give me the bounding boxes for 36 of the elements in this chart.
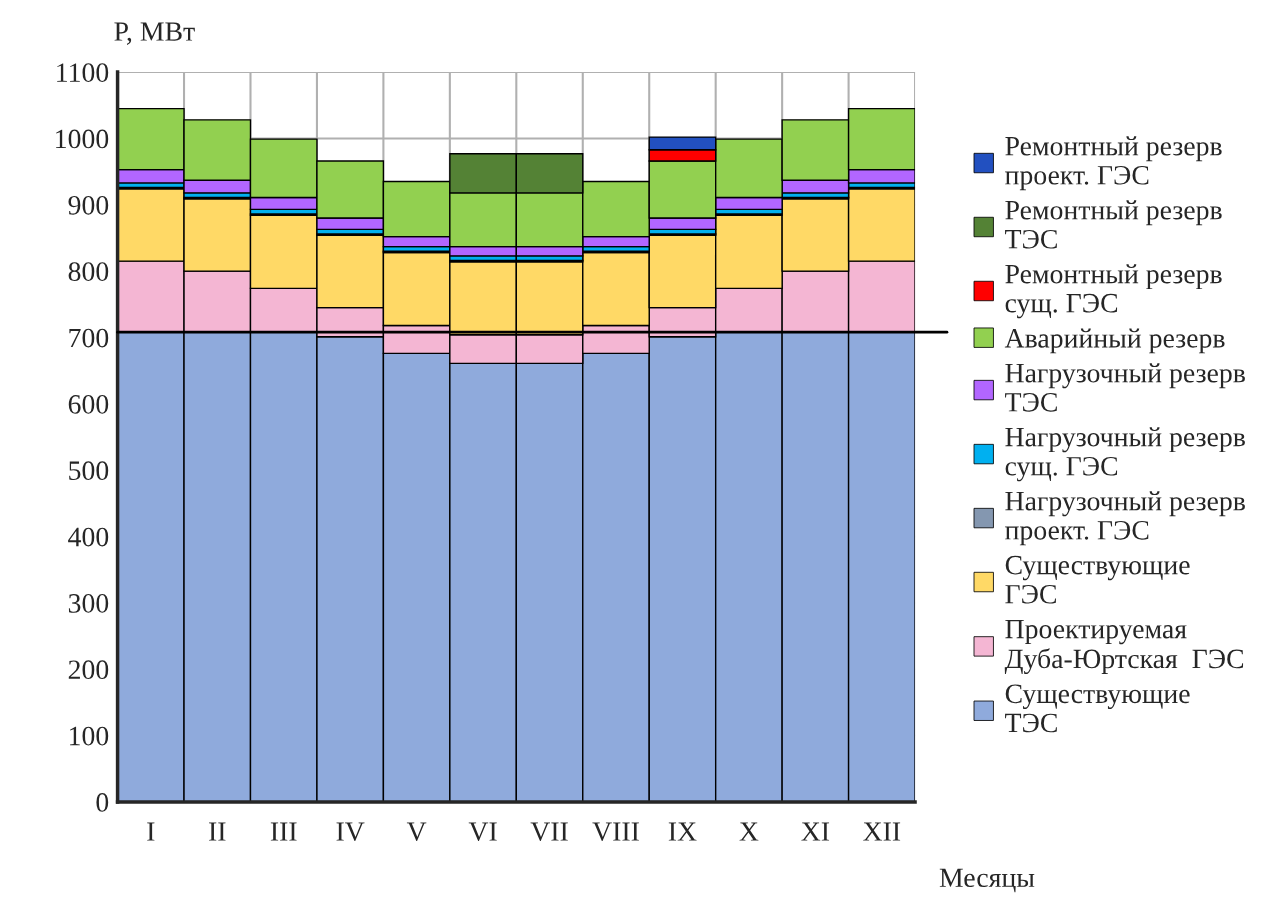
legend-label: Ремонтный резерв сущ. ГЭС — [1005, 264, 1222, 319]
legend-label: Существующие ТЭС — [1005, 684, 1190, 733]
y-tick-label: 700 — [69, 328, 109, 348]
x-tick-label: XII — [863, 822, 901, 841]
y-tick-label: 300 — [68, 594, 109, 613]
x-tick-label: II — [209, 822, 226, 841]
legend-label: Ремонтный резерв ТЭС — [1005, 200, 1222, 249]
x-tick-label: IV — [336, 822, 365, 842]
y-tick-label: 900 — [68, 195, 109, 215]
legend-label: Аварийный резерв — [1004, 328, 1225, 354]
x-tick-label: VII — [530, 822, 568, 842]
legend-label: Нагрузочный резерв сущ. ГЭС — [1005, 427, 1245, 482]
x-tick-label: VI — [468, 822, 497, 842]
x-tick-label: VIII — [592, 822, 639, 842]
x-tick-label: V — [406, 822, 427, 842]
x-tick-label: IX — [668, 822, 697, 841]
x-tick-label: XI — [801, 822, 830, 841]
y-tick-label: 1100 — [57, 63, 109, 82]
legend-label: Нагрузочный резерв проект. ГЭС — [1005, 491, 1245, 546]
y-tick-label: 0 — [96, 793, 109, 812]
y-tick-label: 100 — [70, 726, 109, 746]
x-tick-label: X — [739, 822, 759, 841]
x-tick-label: III — [270, 822, 297, 841]
legend-label: Нагрузочный резерв ТЭС — [1005, 363, 1245, 412]
legend-label: Проектируемая Дуба-Юртская ГЭС — [1004, 619, 1244, 674]
x-axis-title: Месяцы — [939, 868, 1035, 893]
y-tick-label: 200 — [68, 660, 109, 680]
x-tick-label: I — [147, 822, 155, 841]
y-tick-label: 500 — [69, 461, 109, 481]
y-tick-label: 1000 — [56, 129, 109, 149]
legend-label: Существующие ГЭС — [1005, 555, 1190, 604]
legend-label: Ремонтный резерв проект. ГЭС — [1005, 136, 1222, 191]
y-tick-label: 800 — [68, 262, 109, 282]
y-axis-title: P, МВт — [114, 22, 195, 45]
y-tick-label: 600 — [68, 394, 109, 414]
y-tick-label: 400 — [68, 527, 109, 547]
